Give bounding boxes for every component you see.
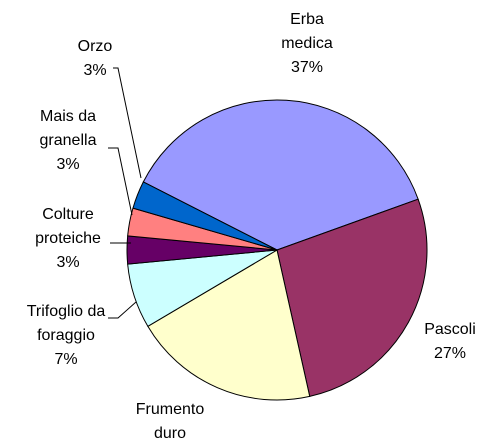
value-label: 3% bbox=[56, 156, 80, 173]
value-label: 27% bbox=[433, 345, 467, 362]
category-label: Erba medica bbox=[281, 11, 333, 52]
leader-line bbox=[113, 67, 142, 179]
slice-label: Pascoli 27% bbox=[415, 318, 481, 366]
category-label: Trifoglio da foraggio bbox=[26, 303, 106, 344]
slice-label: Trifoglio da foraggio 7% bbox=[6, 300, 126, 372]
slices bbox=[126, 99, 428, 401]
category-label: Pascoli bbox=[424, 321, 476, 338]
value-label: 3% bbox=[83, 62, 107, 79]
slice bbox=[142, 99, 419, 251]
leader-line bbox=[108, 147, 133, 216]
slice-label: Orzo 3% bbox=[65, 35, 125, 83]
value-label: 37% bbox=[290, 59, 324, 76]
slice-label: Mais da granella 3% bbox=[23, 105, 113, 177]
slice-label: Colture proteiche 3% bbox=[23, 203, 113, 275]
category-label: Orzo bbox=[77, 38, 113, 55]
slice bbox=[132, 181, 278, 251]
value-label: 7% bbox=[54, 351, 78, 368]
slice bbox=[147, 249, 311, 401]
slice-label: Frumento duro bbox=[125, 398, 215, 442]
value-label: 3% bbox=[56, 254, 80, 271]
leader-lines bbox=[108, 67, 142, 319]
category-label: Frumento duro bbox=[135, 401, 205, 442]
slice bbox=[276, 198, 428, 397]
category-label: Colture proteiche bbox=[35, 206, 101, 247]
leader-line bbox=[108, 301, 137, 319]
category-label: Mais da granella bbox=[39, 108, 97, 149]
slice-label: Erba medica 37% bbox=[267, 8, 347, 80]
